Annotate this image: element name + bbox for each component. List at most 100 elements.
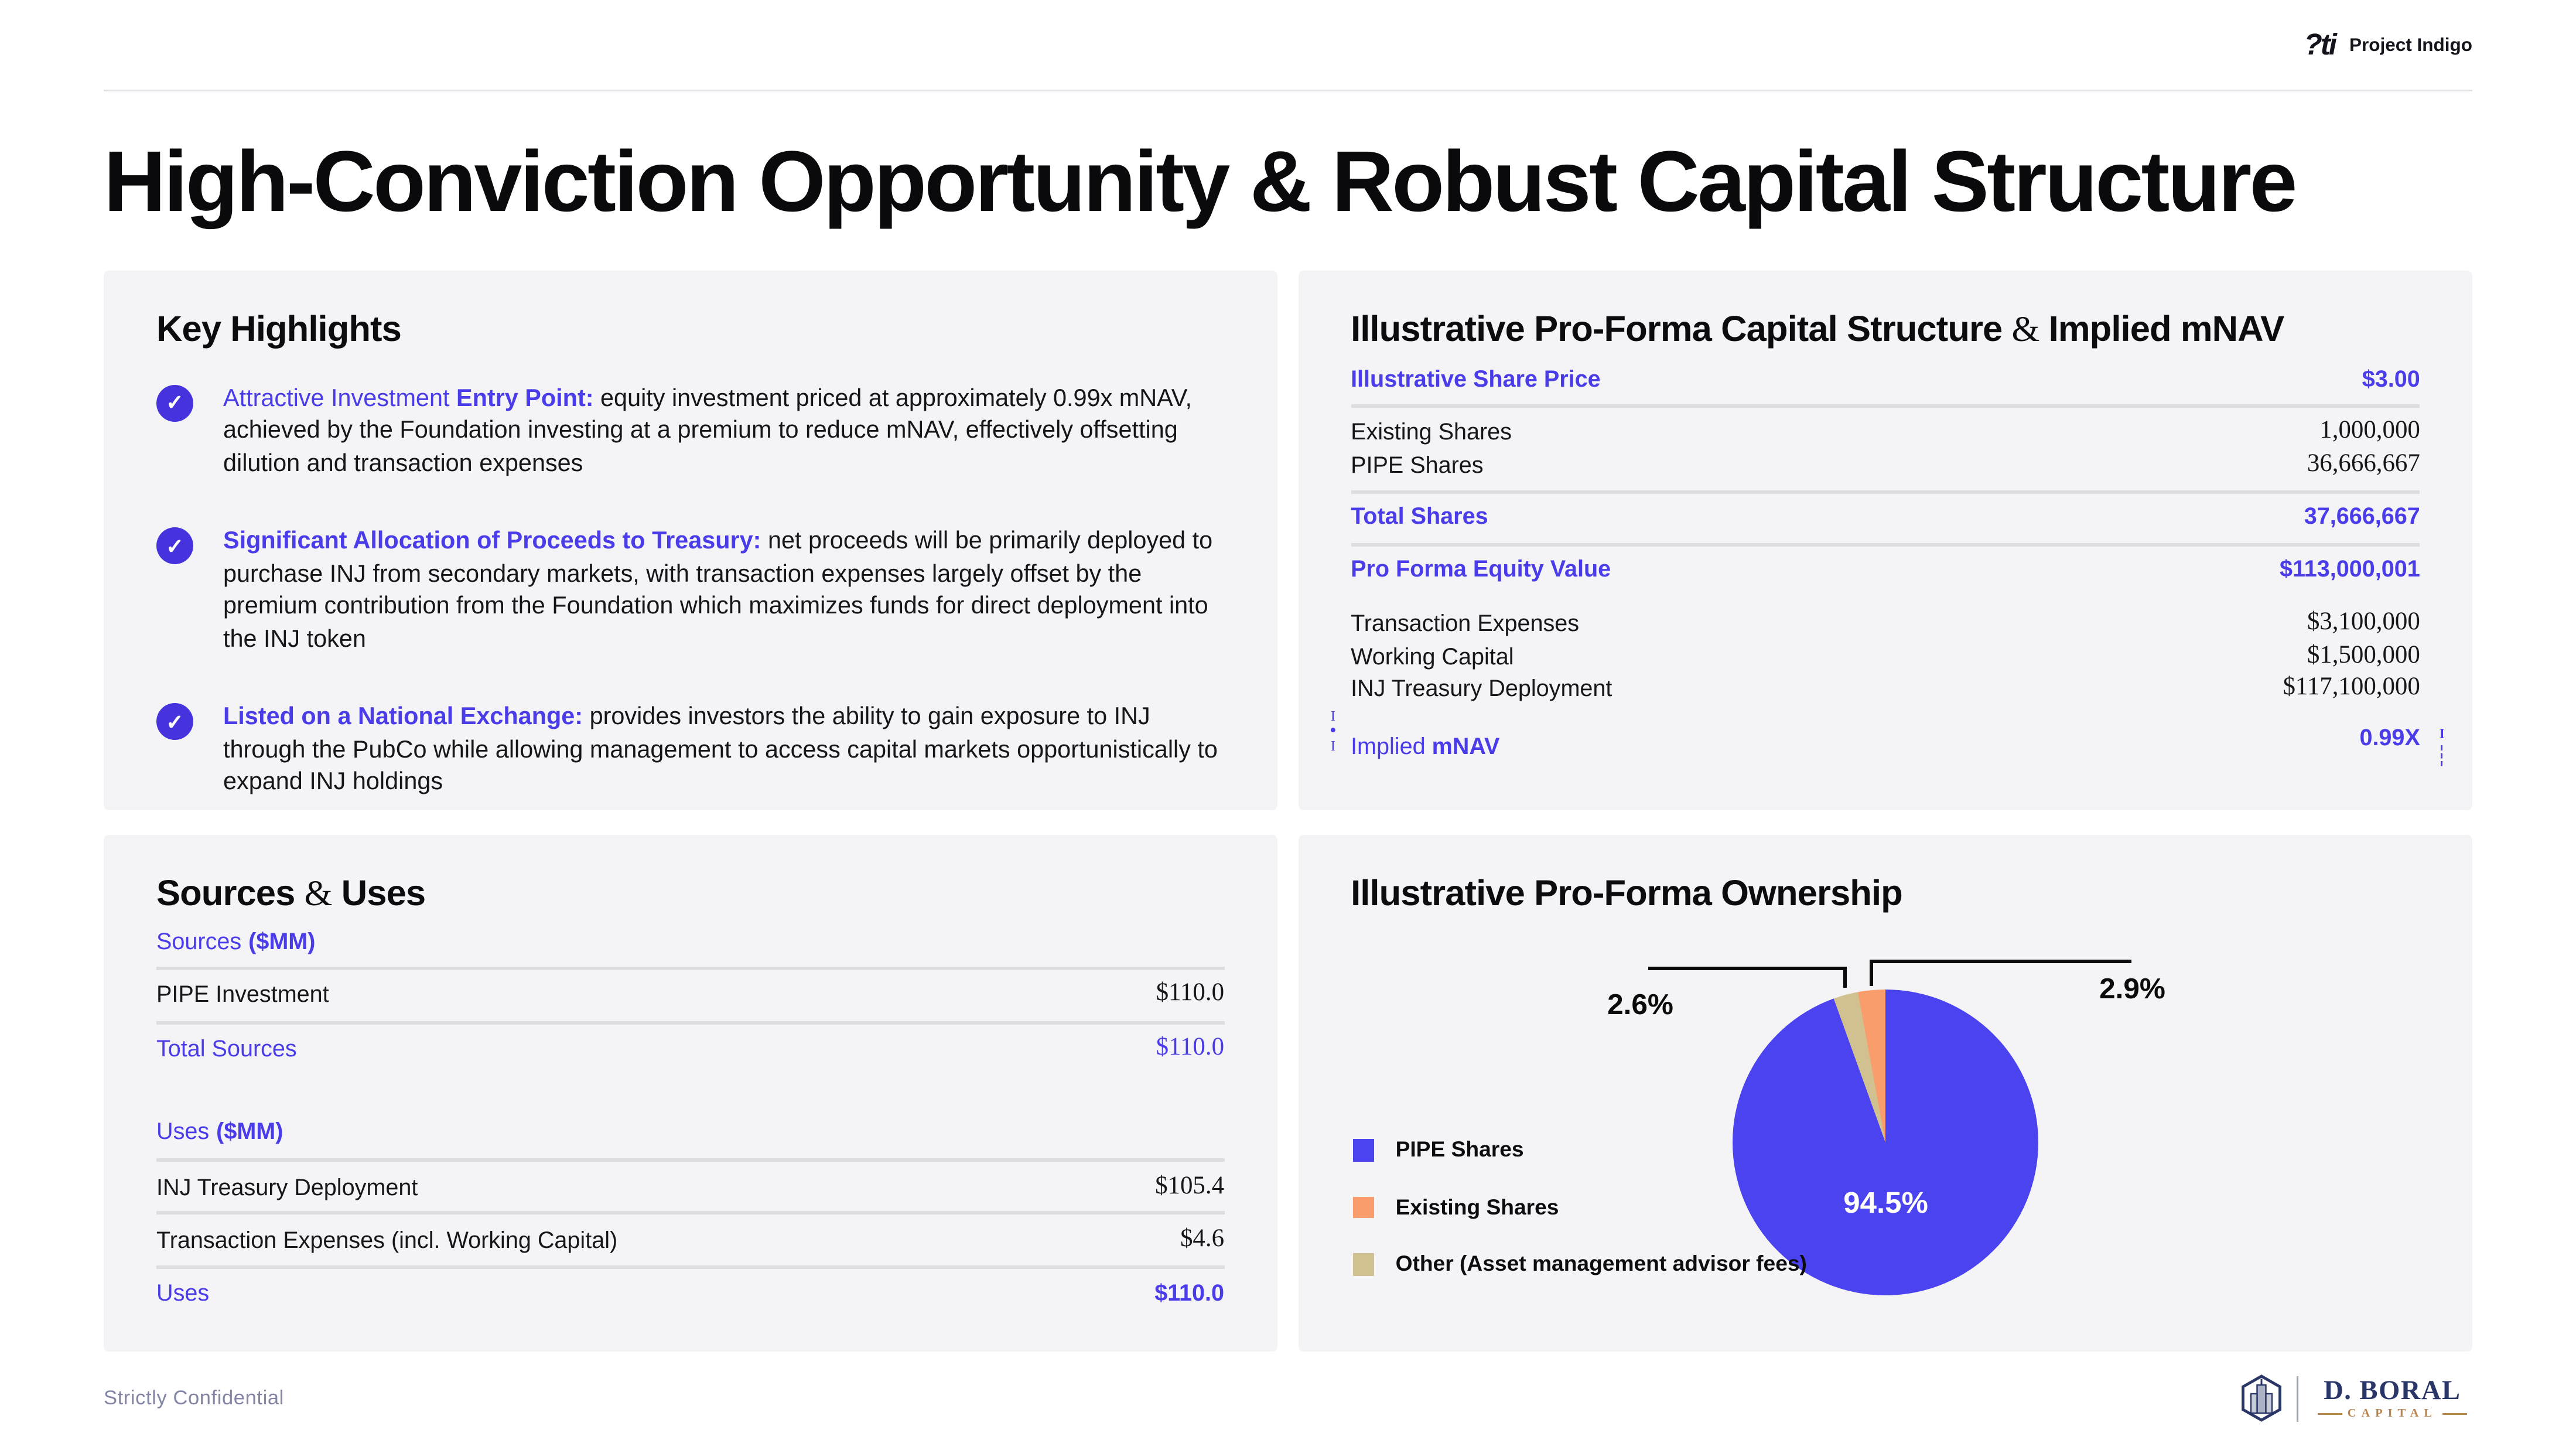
- heading-text: Uses: [332, 874, 426, 915]
- capital-structure-panel: Illustrative Pro-Forma Capital Structure…: [1298, 270, 2473, 810]
- ownership-pie-chart: [1732, 990, 2038, 1296]
- check-circle-icon: ✓: [156, 384, 193, 422]
- table-row: Illustrative Share Price $3.00: [1351, 366, 2420, 394]
- table-row: INJ Treasury Deployment $117,100,000: [1351, 673, 2420, 705]
- row-value: 1,000,000: [2319, 417, 2420, 446]
- heading-text: Illustrative Pro-Forma Capital Structure: [1351, 309, 2012, 350]
- row-value: $110.0: [1154, 1279, 1225, 1306]
- highlight-text: Attractive Investment Entry Point: equit…: [223, 383, 1224, 481]
- callout-bracket-right: [1869, 960, 2131, 987]
- highlight-bullet: ✓ Attractive Investment Entry Point: equ…: [156, 383, 1224, 481]
- row-label: Transaction Expenses: [1351, 610, 1580, 637]
- panel-grid: Key Highlights ✓ Attractive Investment E…: [104, 270, 2473, 1352]
- row-value: 37,666,667: [2304, 503, 2420, 530]
- pie-callout-right: 2.9%: [2099, 974, 2165, 1006]
- row-value: $110.0: [1156, 978, 1225, 1007]
- highlight-body: net proceeds will be primarily deployed …: [223, 528, 1213, 652]
- heading-text: Sources: [156, 874, 305, 915]
- page-title: High-Conviction Opportunity & Robust Cap…: [104, 135, 2297, 230]
- section-header-text: Uses: [156, 1118, 210, 1145]
- table-row: PIPE Investment $110.0: [156, 978, 1224, 1009]
- row-value: $105.4: [1155, 1172, 1225, 1200]
- uses-section-header: Uses ($MM): [156, 1118, 1224, 1145]
- row-value: $110.0: [1156, 1033, 1225, 1062]
- legend-swatch-orange: [1352, 1196, 1375, 1219]
- divider: [1351, 404, 2420, 408]
- legend-label: Existing Shares: [1395, 1195, 1559, 1220]
- legend-item: PIPE Shares: [1352, 1138, 1807, 1162]
- highlight-text: Significant Allocation of Proceeds to Tr…: [223, 526, 1224, 656]
- section-header-unit: ($MM): [248, 928, 316, 955]
- pie-legend: PIPE Shares Existing Shares Other (Asset…: [1352, 1138, 1807, 1309]
- row-label: Illustrative Share Price: [1351, 366, 1601, 393]
- sources-section-header: Sources ($MM): [156, 929, 1224, 955]
- legend-item: Existing Shares: [1352, 1195, 1807, 1220]
- divider: [156, 967, 1225, 971]
- callout-bracket-left: [1648, 967, 1847, 988]
- row-label: INJ Treasury Deployment: [1351, 675, 1612, 702]
- heading-ampersand: &: [304, 875, 333, 915]
- row-value: $3,100,000: [2307, 609, 2420, 637]
- highlight-body: provides investors the ability to gain e…: [223, 704, 1218, 796]
- row-label-text: Implied: [1351, 732, 1432, 759]
- row-label: INJ Treasury Deployment: [156, 1173, 418, 1200]
- divider: [1351, 543, 2420, 547]
- row-value: $113,000,001: [2279, 556, 2420, 583]
- table-row: Uses $110.0: [156, 1277, 1224, 1308]
- row-value: $3.00: [2362, 366, 2420, 393]
- confidential-note: Strictly Confidential: [104, 1388, 284, 1410]
- key-highlights-panel: Key Highlights ✓ Attractive Investment E…: [104, 270, 1277, 810]
- row-label: Pro Forma Equity Value: [1351, 556, 1611, 583]
- row-value: $4.6: [1180, 1224, 1225, 1253]
- legend-label: PIPE Shares: [1395, 1137, 1524, 1162]
- table-row: INJ Treasury Deployment $105.4: [156, 1171, 1224, 1203]
- sources-uses-heading: Sources & Uses: [156, 874, 1224, 916]
- logo-subtitle-text: CAPITAL: [2347, 1407, 2437, 1420]
- highlight-lead-bold: Listed on a National Exchange:: [223, 704, 583, 731]
- table-row: Transaction Expenses (incl. Working Capi…: [156, 1224, 1224, 1255]
- company-logo-mark: ?ti: [2304, 27, 2337, 61]
- table-row: PIPE Shares 36,666,667: [1351, 450, 2420, 482]
- highlight-lead: Attractive Investment: [223, 384, 456, 411]
- row-label: I • I Implied mNAV: [1330, 709, 1500, 759]
- row-label-bold: mNAV: [1432, 732, 1500, 759]
- divider: [156, 1211, 1225, 1215]
- pie-label-pipe: 94.5%: [1843, 1186, 1928, 1220]
- annotation-artifact: I: [2439, 726, 2445, 766]
- highlight-lead-bold: Significant Allocation of Proceeds to Tr…: [223, 528, 761, 555]
- building-hexagon-icon: [2241, 1375, 2281, 1422]
- heading-ampersand: &: [2011, 311, 2040, 350]
- row-label: Transaction Expenses (incl. Working Capi…: [156, 1226, 618, 1253]
- row-label: PIPE Shares: [1351, 452, 1484, 479]
- sources-uses-panel: Sources & Uses Sources ($MM) PIPE Investm…: [104, 835, 1277, 1352]
- table-row: Total Shares 37,666,667: [1351, 503, 2420, 531]
- section-header-text: Sources: [156, 928, 242, 955]
- project-name: Project Indigo: [2349, 34, 2472, 56]
- table-row: Transaction Expenses $3,100,000: [1351, 608, 2420, 640]
- logo-subtitle: CAPITAL: [2312, 1407, 2472, 1420]
- row-value: 0.99X I: [2359, 724, 2445, 766]
- row-label: PIPE Investment: [156, 980, 329, 1007]
- table-row: Existing Shares 1,000,000: [1351, 417, 2420, 448]
- check-circle-icon: ✓: [156, 704, 193, 741]
- ownership-heading: Illustrative Pro-Forma Ownership: [1351, 874, 1903, 915]
- highlight-body: equity investment priced at approximatel…: [223, 384, 1193, 476]
- legend-label: Other (Asset management advisor fees): [1395, 1252, 1807, 1277]
- annotation-artifact: I • I: [1330, 708, 1337, 754]
- logo-name: D. BORAL: [2324, 1376, 2461, 1406]
- divider: [1351, 490, 2420, 494]
- row-value: $117,100,000: [2283, 674, 2420, 702]
- footer: Strictly Confidential D. BORAL CAPITAL: [104, 1375, 2472, 1422]
- table-row: Total Sources $110.0: [156, 1032, 1224, 1064]
- table-row-implied-mnav: I • I Implied mNAV 0.99X I: [1330, 709, 2445, 766]
- heading-text: Implied mNAV: [2039, 309, 2284, 350]
- highlight-text: Listed on a National Exchange: provides …: [223, 702, 1224, 800]
- row-value: $1,500,000: [2307, 642, 2420, 671]
- key-highlights-heading: Key Highlights: [156, 309, 402, 350]
- section-header-unit: ($MM): [216, 1118, 283, 1145]
- divider: [156, 1158, 1225, 1162]
- highlight-bullet: ✓ Listed on a National Exchange: provide…: [156, 702, 1224, 800]
- check-circle-icon: ✓: [156, 528, 193, 565]
- row-label: Total Sources: [156, 1035, 297, 1062]
